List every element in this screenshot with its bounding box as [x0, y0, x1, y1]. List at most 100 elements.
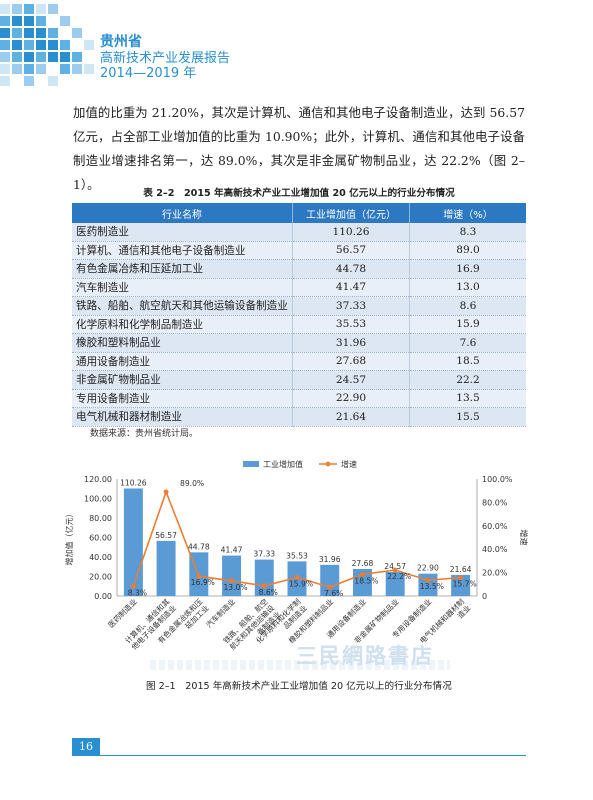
- growth-point: [261, 583, 267, 589]
- mosaic-tile: [36, 52, 46, 62]
- growth-rate-cell: 89.0: [409, 241, 526, 260]
- mosaic-tile: [60, 52, 70, 62]
- y2-tick-label: 100.0%: [482, 475, 513, 484]
- industry-name-cell: 电气机械和器材制造业: [72, 407, 293, 427]
- body-paragraph: 加值的比重为 21.20%，其次是计算机、通信和其他电子设备制造业，达到 56.…: [73, 105, 525, 192]
- industry-name-cell: 橡胶和塑料制品业: [72, 333, 293, 353]
- footer-rule: [72, 755, 526, 756]
- growth-value-label: 15.7%: [453, 580, 477, 589]
- bar-value-label: 21.64: [450, 565, 472, 574]
- bar-value-label: 22.90: [417, 564, 439, 573]
- growth-value-label: 13.0%: [223, 583, 247, 592]
- bar-value-label: 37.33: [253, 550, 275, 559]
- bar-value-label: 35.53: [286, 551, 308, 560]
- growth-value-label: 7.6%: [324, 589, 343, 598]
- table-row: 化学原料和化学制品制造业 35.53 15.9: [72, 315, 526, 334]
- report-title-province: 贵州省: [100, 34, 142, 50]
- growth-value-label: 13.5%: [420, 582, 444, 591]
- table-header-row: 行业名称 工业增加值（亿元） 增速（%）: [72, 203, 526, 223]
- growth-point: [196, 573, 202, 579]
- mosaic-tile: [0, 4, 10, 14]
- mosaic-tile: [12, 4, 22, 14]
- value-added-cell: 27.68: [292, 352, 410, 371]
- bar: [222, 555, 242, 596]
- growth-point: [425, 577, 431, 583]
- industry-chart: 工业增加值 增速 0.00 20.00 40.00 60.00 80.00 100.00 120…: [60, 455, 540, 705]
- mosaic-tile: [36, 16, 46, 26]
- growth-rate-cell: 15.5: [409, 407, 526, 427]
- growth-point: [163, 489, 169, 495]
- growth-point: [458, 575, 464, 581]
- mosaic-tile: [0, 40, 10, 50]
- figure-caption: 图 2–1 2015 年高新技术产业工业增加值 20 亿元以上的行业分布情况: [146, 681, 452, 692]
- growth-point: [327, 584, 333, 590]
- y-tick-label: 40.00: [89, 553, 112, 562]
- mosaic-tile: [12, 28, 22, 38]
- data-source-note: 数据来源：贵州省统计局。: [90, 429, 199, 439]
- y-tick-label: 60.00: [89, 534, 112, 543]
- growth-rate-cell: 13.5: [409, 389, 526, 408]
- mosaic-tile: [36, 64, 46, 74]
- value-added-cell: 44.78: [292, 259, 410, 279]
- mosaic-tile: [12, 16, 22, 26]
- column-header: 工业增加值（亿元）: [292, 203, 410, 223]
- industry-name-cell: 专用设备制造业: [72, 389, 293, 408]
- table-row: 电气机械和器材制造业 21.64 15.5: [72, 407, 526, 427]
- x-tick-label-line: 汽车制造业: [204, 597, 237, 630]
- growth-point: [294, 574, 300, 580]
- report-title-subject: 高新技术产业发展报告: [100, 50, 231, 66]
- mosaic-tile: [12, 64, 22, 74]
- industry-name-cell: 铁路、船舶、航空航天和其他运输设备制造业: [72, 296, 293, 316]
- mosaic-tile: [60, 40, 70, 50]
- mosaic-tile: [84, 40, 94, 50]
- growth-point: [130, 583, 136, 589]
- value-added-cell: 24.57: [292, 370, 410, 390]
- value-added-cell: 56.57: [292, 241, 410, 260]
- y2-tick-label: 0: [482, 592, 487, 601]
- growth-value-label: 8.6%: [259, 588, 278, 597]
- value-added-cell: 22.90: [292, 389, 410, 408]
- growth-point: [229, 578, 234, 584]
- legend-label: 增速: [341, 459, 357, 469]
- industry-name-cell: 有色金属冶炼和压延加工业: [72, 259, 293, 279]
- mosaic-tile: [24, 52, 34, 62]
- mosaic-tile: [60, 16, 70, 26]
- mosaic-tile: [0, 76, 10, 86]
- bar-value-label: 27.68: [352, 559, 374, 568]
- growth-value-label: 89.0%: [180, 479, 204, 488]
- bar-value-label: 44.78: [188, 542, 210, 551]
- mosaic-tile: [12, 40, 22, 50]
- column-header: 行业名称: [72, 203, 293, 223]
- bar-value-label: 56.57: [155, 531, 177, 540]
- mosaic-tile: [84, 64, 94, 74]
- mosaic-tile: [12, 52, 22, 62]
- mosaic-tile: [24, 40, 34, 50]
- mosaic-tile: [24, 76, 34, 86]
- mosaic-tile: [48, 4, 58, 14]
- bar: [254, 559, 274, 596]
- y2-tick-label: 20.0%: [482, 569, 508, 578]
- growth-point: [392, 567, 398, 573]
- x-tick-label: 汽车制造业: [204, 597, 237, 630]
- growth-rate-cell: 8.3: [409, 223, 526, 242]
- industry-name-cell: 汽车制造业: [72, 278, 293, 297]
- industry-name-cell: 化学原料和化学制品制造业: [72, 315, 293, 334]
- growth-point: [360, 571, 365, 577]
- growth-rate-cell: 22.2: [409, 370, 526, 390]
- bar: [123, 488, 143, 596]
- value-added-cell: 41.47: [292, 278, 410, 297]
- growth-value-label: 22.2%: [387, 572, 411, 581]
- legend-swatch-bar: [243, 461, 259, 467]
- y-tick-label: 0.00: [94, 592, 112, 601]
- bar: [156, 540, 176, 596]
- bar: [385, 572, 405, 596]
- growth-rate-cell: 16.9: [409, 259, 526, 279]
- industry-name-cell: 计算机、通信和其他电子设备制造业: [72, 241, 293, 260]
- mosaic-tile: [48, 52, 58, 62]
- mosaic-tile: [48, 76, 58, 86]
- mosaic-tile: [36, 40, 46, 50]
- growth-value-label: 18.5%: [354, 576, 378, 585]
- table-row: 医药制造业 110.26 8.3: [72, 223, 526, 242]
- table-row: 专用设备制造业 22.90 13.5: [72, 389, 526, 408]
- table-row: 橡胶和塑料制品业 31.96 7.6: [72, 333, 526, 353]
